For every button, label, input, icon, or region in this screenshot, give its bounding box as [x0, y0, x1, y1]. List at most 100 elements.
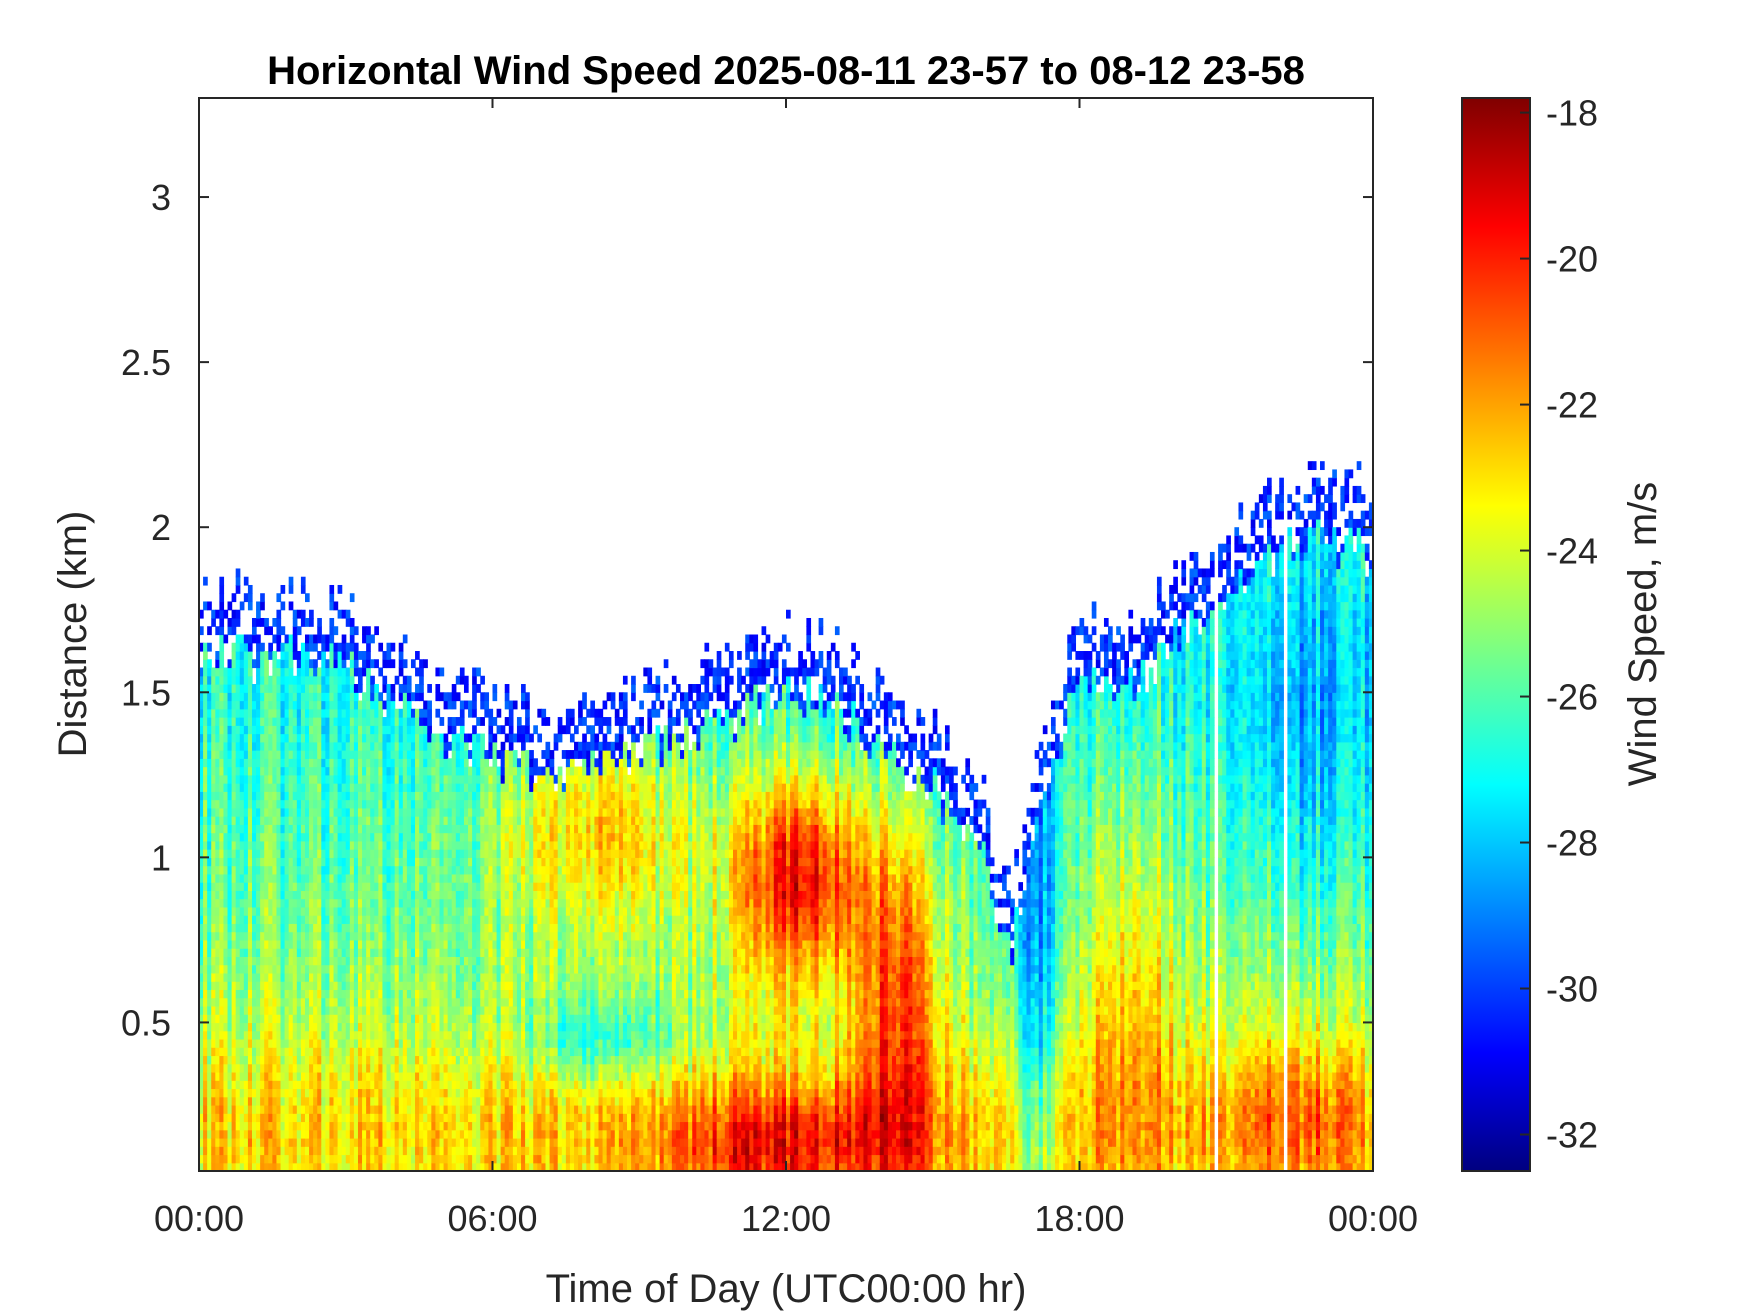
heatmap-cell	[341, 956, 347, 966]
heatmap-cell	[280, 783, 286, 792]
heatmap-cell	[243, 667, 249, 677]
heatmap-cell	[256, 1080, 261, 1090]
heatmap-cell	[521, 1096, 526, 1106]
heatmap-cell	[492, 1063, 498, 1073]
heatmap-cell	[345, 873, 351, 883]
heatmap-cell	[370, 906, 375, 916]
heatmap-cell	[394, 923, 400, 933]
heatmap-cell	[443, 1121, 449, 1131]
heatmap-cell	[288, 1088, 294, 1098]
heatmap-cell	[251, 1055, 257, 1065]
heatmap-cell	[512, 766, 518, 776]
heatmap-cell	[382, 651, 388, 660]
heatmap-cell	[288, 972, 294, 982]
heatmap-cell	[362, 849, 367, 858]
heatmap-cell	[451, 832, 457, 842]
heatmap-cell	[378, 1071, 384, 1081]
heatmap-cell	[211, 1113, 216, 1123]
heatmap-cell	[370, 733, 375, 743]
heatmap-cell	[492, 1005, 498, 1015]
heatmap-cell	[394, 758, 400, 768]
heatmap-cell	[345, 1047, 351, 1057]
heatmap-cell	[521, 1129, 526, 1139]
heatmap-cell	[292, 948, 298, 957]
heatmap-cell	[488, 1055, 494, 1065]
heatmap-cell	[292, 1022, 298, 1032]
heatmap-cell	[492, 807, 498, 817]
heatmap-cell	[219, 692, 225, 702]
heatmap-cell	[321, 1030, 326, 1040]
heatmap-cell	[231, 1047, 237, 1057]
heatmap-cell	[268, 774, 273, 784]
heatmap-cell	[410, 1047, 416, 1057]
heatmap-cell	[439, 989, 445, 999]
heatmap-cell	[427, 915, 432, 924]
heatmap-cell	[272, 956, 278, 966]
heatmap-cell	[443, 733, 449, 743]
heatmap-cell	[382, 873, 388, 883]
heatmap-cell	[512, 981, 518, 991]
heatmap-cell	[207, 758, 212, 768]
heatmap-cell	[313, 1055, 318, 1065]
heatmap-cell	[423, 1113, 428, 1123]
heatmap-cell	[521, 1080, 526, 1090]
heatmap-cell	[337, 1162, 343, 1171]
heatmap-cell	[378, 750, 384, 759]
heatmap-cell	[288, 750, 294, 759]
heatmap-cell	[300, 989, 306, 999]
heatmap-cell	[463, 956, 469, 966]
heatmap-cell	[455, 816, 461, 825]
heatmap-cell	[280, 1129, 286, 1139]
heatmap-cell	[251, 1030, 257, 1040]
heatmap-cell	[394, 906, 400, 916]
heatmap-cell	[272, 774, 278, 784]
heatmap-cell	[427, 758, 432, 768]
heatmap-cell	[276, 684, 282, 693]
heatmap-cell	[239, 799, 245, 809]
heatmap-cell	[296, 997, 302, 1007]
heatmap-cell	[508, 1088, 514, 1098]
heatmap-cell	[463, 1080, 469, 1090]
heatmap-cell	[374, 1055, 379, 1065]
heatmap-cell	[199, 609, 204, 619]
heatmap-cell	[309, 956, 314, 966]
heatmap-cell	[516, 816, 522, 825]
heatmap-cell	[243, 898, 249, 908]
heatmap-cell	[337, 873, 343, 883]
heatmap-cell	[264, 708, 269, 718]
heatmap-cell	[386, 791, 392, 801]
heatmap-cell	[423, 1022, 428, 1032]
heatmap-cell	[239, 1014, 245, 1024]
heatmap-cell	[386, 981, 392, 991]
heatmap-cell	[374, 807, 379, 817]
heatmap-cell	[264, 1137, 269, 1147]
heatmap-cell	[468, 1080, 473, 1090]
heatmap-cell	[370, 923, 375, 933]
heatmap-cell	[280, 667, 286, 677]
heatmap-cell	[406, 824, 412, 834]
heatmap-cell	[243, 1113, 249, 1123]
heatmap-cell	[341, 898, 347, 908]
heatmap-cell	[223, 840, 229, 850]
heatmap-cell	[247, 1113, 253, 1123]
heatmap-cell	[525, 898, 530, 908]
heatmap-cell	[468, 1154, 473, 1164]
heatmap-cell	[264, 939, 269, 949]
heatmap-cell	[199, 1047, 204, 1057]
heatmap-cell	[329, 791, 335, 801]
heatmap-cell	[284, 906, 290, 916]
heatmap-cell	[235, 824, 241, 834]
heatmap-cell	[423, 816, 428, 825]
heatmap-cell	[235, 1047, 241, 1057]
heatmap-cell	[333, 849, 339, 858]
heatmap-cell	[419, 865, 424, 875]
heatmap-cell	[521, 1146, 526, 1156]
heatmap-cell	[260, 1137, 265, 1147]
heatmap-cell	[292, 873, 298, 883]
heatmap-cell	[337, 931, 343, 941]
heatmap-cell	[386, 1030, 392, 1040]
heatmap-cell	[251, 758, 257, 768]
heatmap-cell	[394, 1096, 400, 1106]
heatmap-cell	[410, 1005, 416, 1015]
heatmap-cell	[394, 791, 400, 801]
